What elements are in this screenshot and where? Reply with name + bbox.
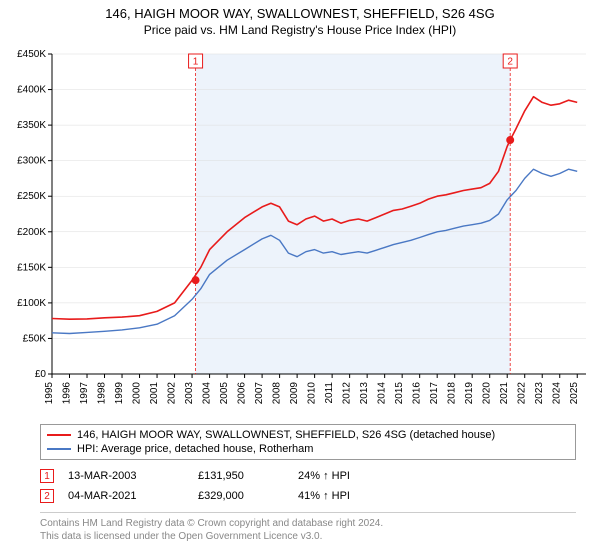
footer-line1: Contains HM Land Registry data © Crown c…	[40, 517, 576, 530]
svg-text:£0: £0	[35, 369, 47, 380]
svg-text:2008: 2008	[272, 382, 283, 405]
svg-text:2016: 2016	[412, 382, 423, 405]
svg-text:2021: 2021	[499, 382, 510, 405]
svg-text:£200K: £200K	[17, 227, 46, 238]
marker-badge-1: 1	[40, 469, 54, 483]
sale-price-1: £131,950	[198, 470, 298, 482]
svg-text:£50K: £50K	[23, 333, 47, 344]
svg-text:2013: 2013	[359, 382, 370, 405]
svg-text:2017: 2017	[429, 382, 440, 405]
svg-text:2023: 2023	[534, 382, 545, 405]
legend-label-property: 146, HAIGH MOOR WAY, SWALLOWNEST, SHEFFI…	[77, 429, 495, 441]
title-address: 146, HAIGH MOOR WAY, SWALLOWNEST, SHEFFI…	[0, 6, 600, 21]
legend-item-hpi: HPI: Average price, detached house, Roth…	[47, 442, 569, 456]
svg-text:2002: 2002	[167, 382, 178, 405]
svg-text:2006: 2006	[237, 382, 248, 405]
sale-date-1: 13-MAR-2003	[68, 470, 198, 482]
legend-item-property: 146, HAIGH MOOR WAY, SWALLOWNEST, SHEFFI…	[47, 428, 569, 442]
svg-text:2014: 2014	[377, 382, 388, 405]
sale-pct-1: 24% ↑ HPI	[298, 470, 418, 482]
footer: Contains HM Land Registry data © Crown c…	[40, 512, 576, 543]
svg-text:2010: 2010	[307, 382, 318, 405]
svg-text:£400K: £400K	[17, 85, 46, 96]
svg-text:2007: 2007	[254, 382, 265, 405]
svg-text:2015: 2015	[394, 382, 405, 405]
svg-text:2018: 2018	[447, 382, 458, 405]
svg-text:£250K: £250K	[17, 191, 46, 202]
chart: £0 £50K £100K £150K £200K £250K £300K £350K £400…	[0, 48, 600, 418]
svg-text:£450K: £450K	[17, 49, 46, 60]
svg-text:£300K: £300K	[17, 156, 46, 167]
svg-text:2020: 2020	[482, 382, 493, 405]
legend-swatch-hpi	[47, 448, 71, 450]
svg-text:2011: 2011	[324, 382, 335, 404]
sale-pct-2: 41% ↑ HPI	[298, 490, 418, 502]
svg-text:2009: 2009	[289, 382, 300, 405]
svg-text:2003: 2003	[184, 382, 195, 405]
legend-label-hpi: HPI: Average price, detached house, Roth…	[77, 443, 313, 455]
title-block: 146, HAIGH MOOR WAY, SWALLOWNEST, SHEFFI…	[0, 0, 600, 37]
legend: 146, HAIGH MOOR WAY, SWALLOWNEST, SHEFFI…	[40, 424, 576, 460]
svg-text:£100K: £100K	[17, 298, 46, 309]
svg-text:2024: 2024	[552, 382, 563, 405]
svg-text:1: 1	[193, 57, 199, 68]
svg-text:2000: 2000	[132, 382, 143, 405]
svg-text:£350K: £350K	[17, 120, 46, 131]
svg-text:1998: 1998	[97, 382, 108, 405]
svg-text:2019: 2019	[464, 382, 475, 405]
svg-text:2: 2	[507, 57, 513, 68]
container: 146, HAIGH MOOR WAY, SWALLOWNEST, SHEFFI…	[0, 0, 600, 560]
legend-swatch-property	[47, 434, 71, 436]
svg-text:1999: 1999	[114, 382, 125, 405]
svg-text:2012: 2012	[342, 382, 353, 405]
sales-row-1: 1 13-MAR-2003 £131,950 24% ↑ HPI	[40, 466, 576, 486]
svg-text:2022: 2022	[517, 382, 528, 405]
svg-text:2005: 2005	[219, 382, 230, 405]
svg-text:2004: 2004	[202, 382, 213, 405]
sales-row-2: 2 04-MAR-2021 £329,000 41% ↑ HPI	[40, 486, 576, 506]
footer-line2: This data is licensed under the Open Gov…	[40, 530, 576, 543]
title-subtitle: Price paid vs. HM Land Registry's House …	[0, 23, 600, 37]
svg-text:1996: 1996	[62, 382, 73, 405]
marker-badge-2: 2	[40, 489, 54, 503]
svg-text:1997: 1997	[79, 382, 90, 405]
chart-svg: £0 £50K £100K £150K £200K £250K £300K £350K £400…	[0, 48, 600, 418]
sale-date-2: 04-MAR-2021	[68, 490, 198, 502]
svg-text:2001: 2001	[149, 382, 160, 405]
svg-text:2025: 2025	[569, 382, 580, 405]
svg-text:1995: 1995	[44, 382, 55, 405]
sale-price-2: £329,000	[198, 490, 298, 502]
sales-table: 1 13-MAR-2003 £131,950 24% ↑ HPI 2 04-MA…	[40, 466, 576, 506]
svg-text:£150K: £150K	[17, 262, 46, 273]
